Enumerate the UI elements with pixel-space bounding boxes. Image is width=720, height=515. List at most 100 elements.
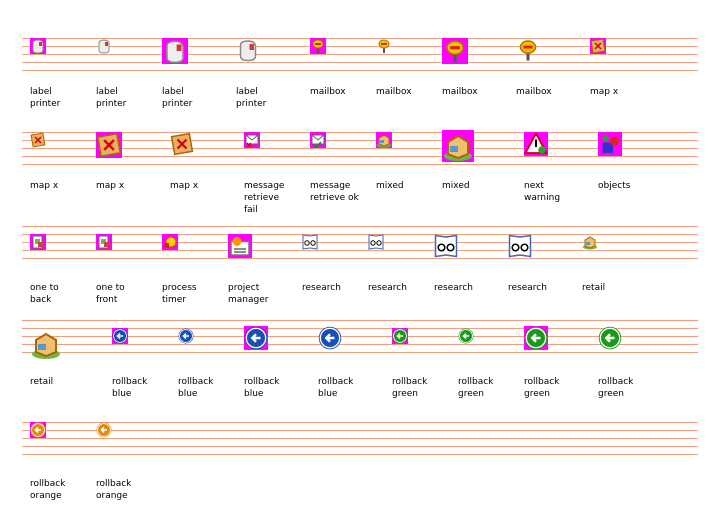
icon-label: research — [434, 283, 473, 293]
icon — [442, 130, 474, 162]
icon-part — [610, 136, 619, 146]
icon-part — [462, 332, 469, 340]
icon — [434, 234, 458, 258]
icon — [368, 234, 384, 250]
icon-part — [178, 328, 194, 344]
icon-label: label printer — [162, 87, 193, 109]
icon-part — [526, 50, 530, 61]
icon — [30, 38, 46, 54]
icon-label: rollback blue — [318, 377, 354, 399]
icon-part — [38, 344, 46, 350]
icon-label: map x — [590, 87, 619, 97]
icon — [442, 38, 468, 64]
icon-label: rollback orange — [96, 479, 132, 501]
icon-part — [602, 135, 609, 141]
icon — [458, 328, 474, 344]
icon-part — [586, 242, 590, 245]
icon — [598, 326, 622, 350]
icon-part — [598, 326, 622, 350]
icon-label: mailbox — [516, 87, 552, 97]
icon-part — [534, 139, 538, 147]
icon — [244, 326, 268, 350]
icon — [228, 234, 252, 258]
icon-part — [250, 333, 261, 343]
icon-part — [380, 140, 384, 143]
icon-part — [523, 45, 533, 49]
icon — [96, 132, 122, 158]
icon-part — [30, 422, 46, 438]
icon-label: mixed — [442, 181, 470, 191]
icon-part — [602, 142, 613, 153]
icon-part — [176, 44, 182, 51]
icon-part — [38, 242, 43, 247]
icon-part — [312, 141, 322, 148]
icon — [244, 132, 260, 148]
icon-part — [458, 328, 474, 344]
icon — [162, 38, 188, 64]
icon-part — [34, 136, 42, 144]
icon-label: next warning — [524, 181, 561, 203]
icon — [170, 132, 194, 156]
icon-label: one to front — [96, 283, 125, 305]
icon-label: rollback green — [524, 377, 560, 399]
icon-label: mailbox — [376, 87, 412, 97]
icon — [392, 328, 408, 344]
icon-part — [245, 134, 259, 141]
icon-label: process timer — [162, 283, 197, 305]
icon-part — [34, 426, 41, 434]
icon-part — [530, 333, 541, 343]
icon-part — [437, 243, 446, 252]
icon — [98, 39, 110, 54]
icon-part — [39, 42, 42, 46]
icon-label: mailbox — [310, 87, 346, 97]
icon — [302, 234, 318, 250]
icon-part — [166, 40, 184, 64]
icon-part — [318, 326, 342, 350]
icon-part — [304, 240, 310, 246]
icon-part — [32, 39, 44, 54]
icon-label: mailbox — [442, 87, 478, 97]
icon-part — [232, 237, 242, 246]
icon-part — [176, 138, 188, 150]
icon-part — [383, 46, 385, 53]
icon-part — [370, 240, 376, 246]
icon-part — [182, 332, 189, 340]
icon-label: retail — [30, 377, 54, 387]
icon-label: rollback blue — [112, 377, 148, 399]
icon-label: map x — [96, 181, 125, 191]
icon-label: map x — [30, 181, 59, 191]
icon — [318, 326, 342, 350]
icon-label: rollback green — [598, 377, 634, 399]
icon-part — [164, 243, 169, 248]
icon-label: rollback green — [458, 377, 494, 399]
icon — [524, 326, 548, 350]
icon-label: label printer — [30, 87, 61, 109]
icon — [310, 132, 326, 148]
icon-part — [98, 39, 110, 54]
icon-part — [446, 243, 455, 252]
icon-part — [105, 42, 108, 46]
icon — [583, 236, 597, 250]
icon-part — [116, 332, 123, 340]
icon-part — [315, 43, 321, 45]
icon-part — [392, 328, 408, 344]
icon-part — [101, 239, 106, 244]
icon — [378, 39, 390, 53]
icon-part — [524, 326, 548, 350]
icon-part — [96, 422, 112, 438]
icon-label: one to back — [30, 283, 59, 305]
icon-part — [450, 46, 460, 50]
icon — [523, 131, 549, 156]
icon-part — [310, 240, 316, 246]
icon-part — [311, 134, 325, 141]
icon-label: project manager — [228, 283, 269, 305]
icon — [30, 422, 46, 438]
icon-label: retail — [582, 283, 606, 293]
icon-label: rollback green — [392, 377, 428, 399]
icon — [598, 132, 622, 156]
icon-part — [538, 146, 546, 154]
icon — [508, 234, 532, 258]
icon-label: rollback blue — [178, 377, 214, 399]
